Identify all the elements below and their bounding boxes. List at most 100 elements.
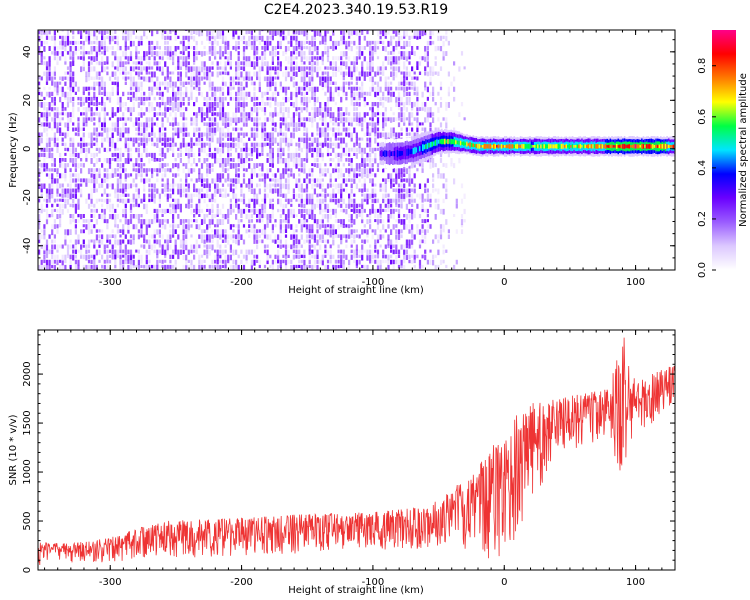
noise-cell — [229, 147, 232, 151]
noise-cell — [211, 163, 214, 168]
noise-cell — [303, 76, 306, 82]
noise-cell — [206, 91, 209, 97]
noise-cell — [371, 46, 374, 51]
noise-cell — [177, 188, 180, 195]
noise-cell — [145, 173, 148, 177]
noise-cell — [59, 264, 62, 270]
noise-cell — [403, 117, 406, 123]
noise-cell — [256, 51, 259, 55]
noise-cell — [324, 51, 327, 55]
noise-cell — [290, 158, 293, 162]
noise-cell — [324, 102, 327, 107]
noise-cell — [161, 137, 164, 142]
noise-cell — [187, 264, 190, 270]
noise-cell — [66, 249, 70, 256]
noise-cell — [348, 234, 351, 239]
noise-cell — [206, 193, 209, 198]
noise-cell — [434, 163, 437, 168]
noise-cell — [321, 127, 324, 134]
noise-cell — [66, 229, 70, 236]
noise-cell — [263, 107, 267, 113]
noise-cell — [345, 234, 348, 239]
noise-cell — [445, 30, 448, 35]
noise-cell — [284, 71, 288, 77]
noise-cell — [358, 188, 361, 193]
noise-cell — [80, 127, 83, 131]
noise-cell — [64, 26, 66, 29]
noise-cell — [143, 76, 146, 82]
noise-cell — [61, 76, 64, 81]
noise-cell — [298, 254, 301, 259]
noise-cell — [258, 219, 261, 223]
noise-cell — [287, 259, 290, 264]
noise-cell — [135, 137, 138, 144]
noise-cell — [211, 51, 214, 56]
noise-cell — [379, 102, 382, 106]
noise-cell — [61, 51, 64, 57]
noise-cell — [300, 137, 303, 143]
noise-cell — [72, 178, 75, 183]
noise-cell — [279, 35, 282, 41]
noise-cell — [72, 158, 75, 164]
noise-cell — [56, 178, 59, 184]
noise-cell — [261, 102, 264, 106]
noise-cell — [132, 198, 135, 203]
noise-cell — [295, 127, 298, 132]
noise-cell — [208, 127, 211, 133]
noise-cell — [187, 66, 190, 73]
noise-cell — [208, 142, 211, 148]
noise-cell — [358, 56, 361, 60]
noise-cell — [66, 127, 70, 132]
noise-cell — [114, 122, 117, 128]
noise-cell — [148, 56, 151, 61]
noise-cell — [390, 244, 393, 250]
noise-cell — [153, 81, 156, 87]
noise-cell — [135, 168, 138, 173]
noise-cell — [382, 66, 385, 73]
noise-cell — [334, 127, 337, 131]
noise-cell — [324, 244, 327, 249]
noise-cell — [53, 259, 56, 264]
noise-cell — [85, 107, 88, 113]
noise-cell — [177, 163, 180, 169]
noise-cell — [216, 158, 219, 164]
noise-cell — [69, 193, 72, 200]
noise-cell — [145, 76, 148, 82]
noise-cell — [332, 234, 335, 239]
noise-cell — [439, 229, 443, 235]
noise-cell — [300, 188, 303, 193]
noise-cell — [124, 137, 127, 144]
noise-cell — [77, 249, 80, 253]
noise-cell — [224, 56, 227, 60]
noise-cell — [271, 229, 274, 234]
noise-cell — [221, 193, 225, 198]
noise-cell — [369, 208, 372, 215]
noise-cell — [40, 183, 43, 189]
noise-cell — [129, 152, 133, 159]
noise-cell — [240, 193, 243, 197]
noise-cell — [237, 229, 240, 235]
noise-cell — [219, 127, 222, 133]
noise-cell — [45, 35, 49, 40]
noise-cell — [164, 132, 167, 138]
noise-cell — [371, 86, 374, 92]
noise-cell — [95, 35, 98, 41]
noise-cell — [292, 229, 295, 235]
noise-cell — [261, 46, 264, 50]
noise-cell — [303, 56, 306, 60]
noise-cell — [363, 249, 366, 253]
noise-cell — [72, 219, 75, 223]
noise-cell — [140, 76, 143, 80]
noise-cell — [274, 81, 277, 86]
noise-cell — [116, 163, 119, 168]
noise-cell — [305, 142, 309, 149]
noise-cell — [253, 61, 256, 68]
noise-cell — [300, 259, 303, 264]
noise-cell — [445, 249, 448, 253]
noise-cell — [216, 173, 219, 179]
noise-cell — [305, 147, 309, 153]
noise-cell — [59, 112, 62, 116]
noise-cell — [324, 163, 327, 167]
noise-cell — [379, 219, 382, 224]
noise-cell — [93, 86, 96, 91]
